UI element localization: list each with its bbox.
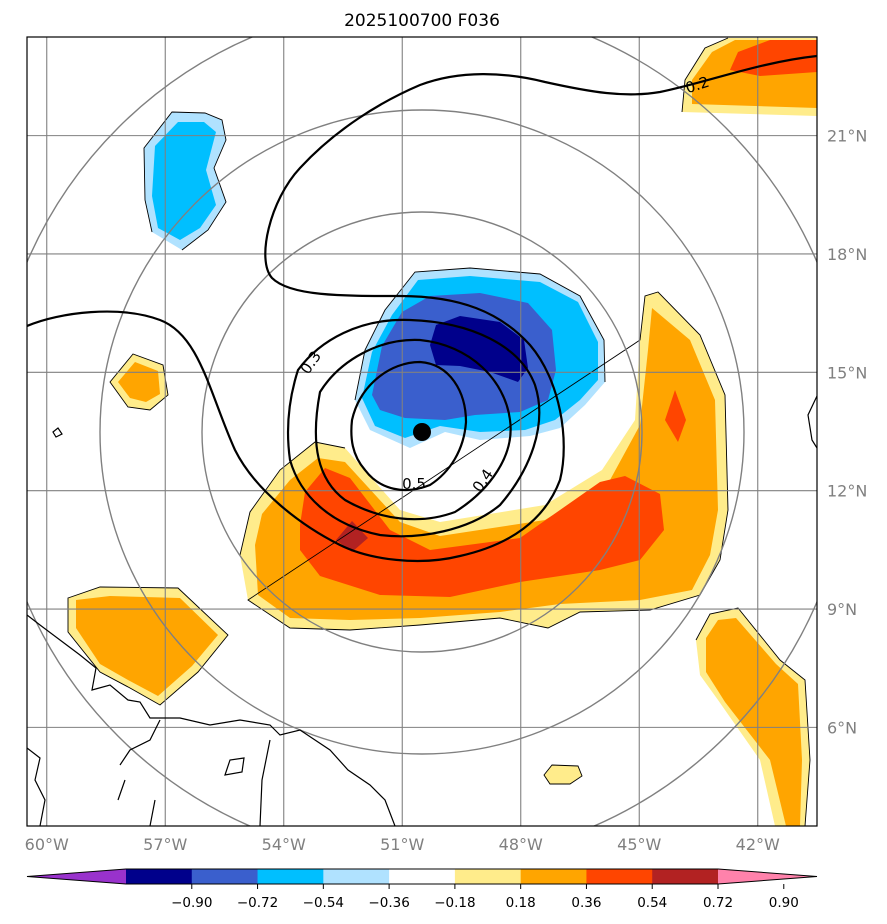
- fill-pos-se-2: [706, 618, 802, 826]
- fill-pos-speck: [544, 765, 582, 784]
- coastlines: [27, 395, 817, 826]
- lon-tick-label: 57°W: [143, 835, 187, 854]
- colorbar-tick-label: 0.54: [637, 895, 667, 911]
- colorbar-segment: [652, 869, 719, 884]
- storm-center-marker: [413, 423, 431, 441]
- colorbar-tick-label: −0.54: [303, 895, 344, 911]
- coast-west: [27, 747, 46, 826]
- map-frame: [26, 36, 818, 827]
- colorbar-segment: [586, 869, 653, 884]
- fill-pos-ne-3: [730, 40, 817, 76]
- lat-tick-label: 21°N: [827, 127, 867, 146]
- graticule: [27, 37, 817, 826]
- lon-tick-label: 51°W: [380, 835, 424, 854]
- range-rings: [27, 37, 817, 826]
- fill-outlines: [67, 37, 811, 826]
- lon-tick-label: 60°W: [25, 835, 69, 854]
- lon-tick-label: 48°W: [499, 835, 543, 854]
- colorbar-tick-label: 0.18: [506, 895, 536, 911]
- fill-pos-main-5: [336, 521, 368, 552]
- colorbar-segment: [389, 869, 456, 884]
- colorbar-tick-label: 0.90: [769, 895, 799, 911]
- lat-tick-label: 12°N: [827, 482, 867, 501]
- range-ring-6: [99, 109, 745, 755]
- lat-tick-label: 6°N: [827, 718, 857, 737]
- fill-pos-main-4: [665, 390, 686, 442]
- fill-pos-main-3: [300, 468, 664, 597]
- colorbar-extend-high: [718, 869, 817, 884]
- contour-line-0.4: [314, 338, 512, 521]
- lat-tick-labels: 6°N 9°N 12°N 15°N 18°N 21°N: [827, 127, 867, 738]
- lat-tick-label: 18°N: [827, 245, 867, 264]
- colorbar-segment: [520, 869, 587, 884]
- coast-islet: [52, 427, 63, 438]
- contour-line-0.2: [27, 54, 817, 563]
- colorbar-tick-label: −0.36: [368, 895, 409, 911]
- coast-inland: [117, 719, 271, 826]
- colorbar-extend-low: [27, 869, 126, 884]
- colorbar-segment: [191, 869, 259, 884]
- colorbar-segment: [323, 869, 390, 884]
- fill-pos-sw-2: [76, 596, 218, 696]
- chart-title: 2025100700 F036: [344, 11, 500, 31]
- coast-lake: [224, 757, 245, 776]
- colorbar-outline: [26, 868, 818, 885]
- contour-line-0.3: [286, 318, 541, 538]
- colorbar: −0.90 −0.72 −0.54 −0.36 −0.18 0.18 0.36 0.54 0.7…: [26, 868, 818, 911]
- coast-east: [807, 395, 817, 449]
- colorbar-tick-label: −0.18: [434, 895, 475, 911]
- colorbar-tick-label: 0.72: [703, 895, 733, 911]
- contour-label-0.5: 0.5: [402, 475, 426, 493]
- colorbar-tick-label: −0.90: [171, 895, 212, 911]
- lat-tick-label: 15°N: [827, 363, 867, 382]
- lon-tick-label: 54°W: [262, 835, 306, 854]
- contour-lines: [27, 54, 817, 563]
- lon-tick-label: 42°W: [736, 835, 780, 854]
- colorbar-tick-label: 0.36: [571, 895, 601, 911]
- map-panel: 0.2 0.3 0.4 0.5: [27, 37, 817, 826]
- coast-south-america: [27, 614, 396, 826]
- lon-tick-labels: 60°W 57°W 54°W 51°W 48°W 45°W 42°W: [25, 835, 780, 854]
- lon-tick-label: 45°W: [617, 835, 661, 854]
- colorbar-segment: [257, 869, 324, 884]
- colorbar-segment: [454, 869, 522, 884]
- colorbar-segment: [126, 869, 193, 884]
- range-ring-3: [201, 211, 643, 653]
- fill-neg-nw-2: [152, 122, 216, 240]
- contour-line-0.5: [350, 360, 468, 492]
- fill-neg-center-4: [430, 316, 528, 382]
- lat-tick-label: 9°N: [827, 600, 857, 619]
- colorbar-tick-label: −0.72: [237, 895, 278, 911]
